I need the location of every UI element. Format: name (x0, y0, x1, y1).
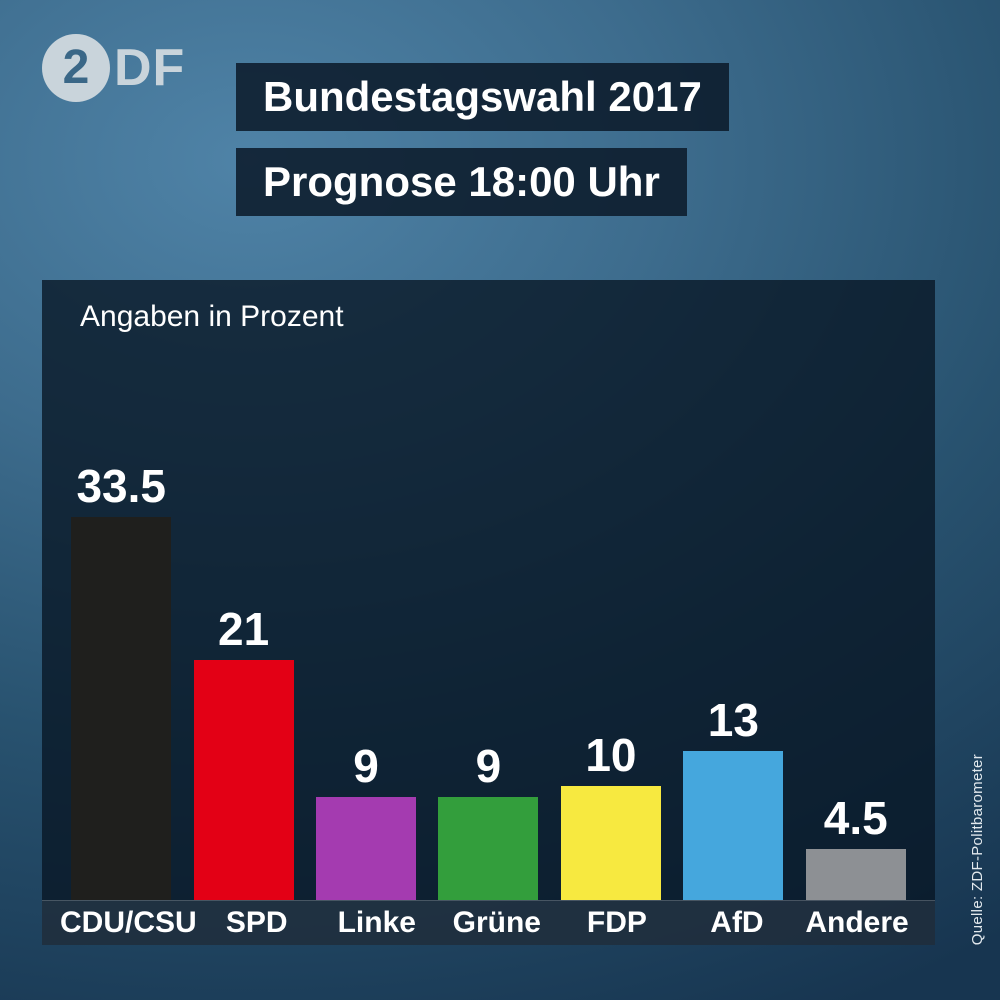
bar-category-label: FDP (586, 906, 647, 939)
bar (438, 797, 539, 900)
bar-value-label: 21 (218, 603, 270, 655)
bar (316, 797, 417, 900)
bar-category-label: Linke (337, 906, 416, 939)
bar-value-label: 33.5 (76, 460, 166, 512)
bar-column: 33.5 (60, 462, 182, 900)
bar-category-label: SPD (225, 906, 288, 939)
bar-column: 21 (182, 605, 304, 900)
bar-value-label: 9 (475, 740, 502, 792)
bar-column: 4.5 (795, 794, 917, 900)
bars-row: 33.5 21 9 9 10 13 4.5 (60, 335, 917, 900)
chart-title: Angaben in Prozent (80, 300, 344, 333)
bar-category-label: Grüne (452, 906, 541, 939)
bar-column: 13 (672, 696, 794, 900)
zdf-logo: 2 DF (42, 34, 185, 102)
bar (683, 751, 784, 900)
bar-value-label: 4.5 (823, 792, 888, 844)
bar-column: 9 (305, 742, 427, 900)
bar-category-label: Andere (805, 906, 909, 939)
bar (805, 849, 906, 900)
labels-row: CDU/CSU SPD Linke Grüne FDP AfD Andere (42, 900, 935, 945)
bar-category-label: CDU/CSU (60, 906, 197, 939)
bar-value-label: 13 (707, 694, 759, 746)
zdf-logo-digit: 2 (62, 40, 90, 94)
source-credit: Quelle: ZDF-Politbarometer (969, 753, 986, 945)
bar-column: 10 (550, 731, 672, 900)
title-banner: Bundestagswahl 2017 (236, 63, 729, 131)
page-subtitle: Prognose 18:00 Uhr (263, 158, 660, 205)
bar-value-label: 10 (585, 729, 637, 781)
bar-column: 9 (427, 742, 549, 900)
bar (71, 517, 172, 900)
zdf-logo-wordmark: DF (114, 39, 186, 97)
bar-category-label: AfD (710, 906, 764, 939)
chart-panel: Angaben in Prozent 33.5 21 9 9 10 13 4.5 CDU/C… (42, 280, 935, 945)
bar (193, 660, 294, 900)
zdf-logo-circle-icon: 2 (42, 34, 110, 102)
bar (560, 786, 661, 900)
subtitle-banner: Prognose 18:00 Uhr (236, 148, 687, 216)
page-title: Bundestagswahl 2017 (263, 73, 702, 120)
bar-value-label: 9 (353, 740, 379, 792)
